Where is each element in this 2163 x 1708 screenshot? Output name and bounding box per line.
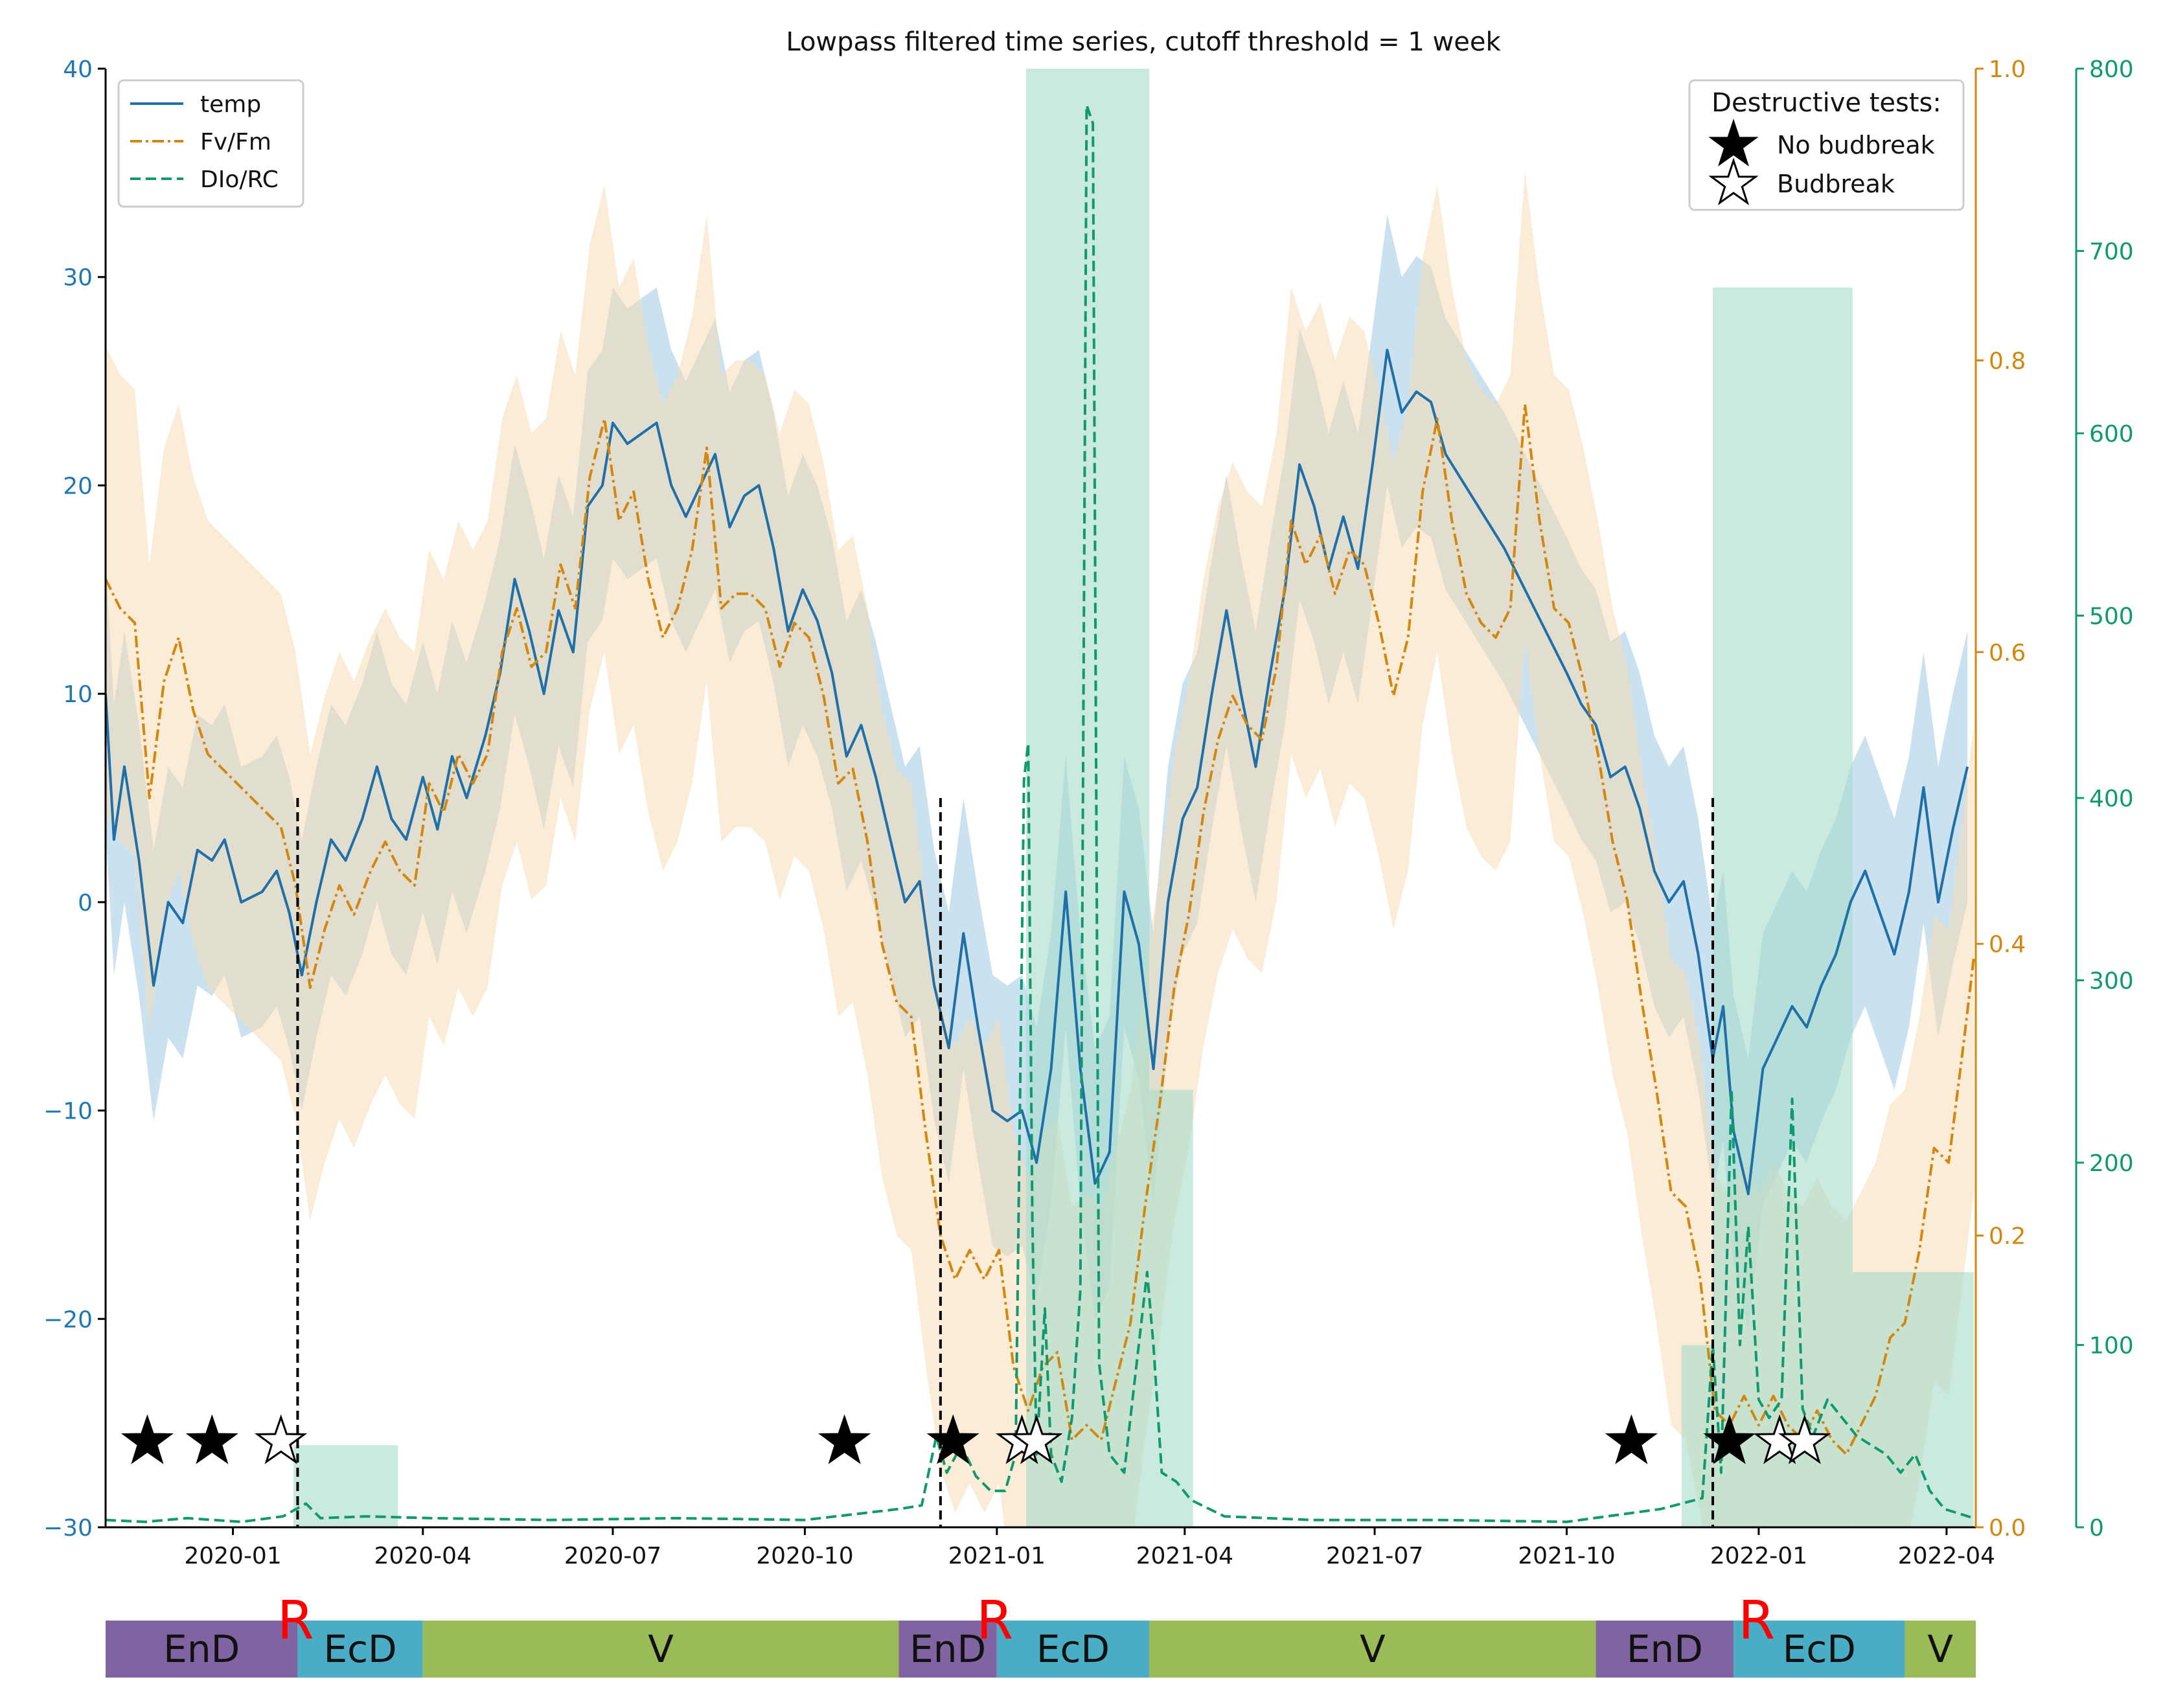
x-tick-label: 2021-01 xyxy=(948,1543,1046,1569)
star-marker-no-budbreak xyxy=(1703,1414,1756,1464)
phase-segment-ecd xyxy=(297,1621,423,1678)
phase-label: V xyxy=(648,1627,674,1671)
dioc-shade-span xyxy=(1149,1089,1193,1527)
x-tick-label: 2021-04 xyxy=(1136,1543,1233,1569)
phase-segment-v xyxy=(1905,1621,1976,1678)
star-marker-budbreak xyxy=(255,1414,308,1464)
phase-label: V xyxy=(1360,1627,1386,1671)
phase-segment-v xyxy=(1149,1621,1596,1678)
phase-label: EcD xyxy=(1783,1627,1856,1671)
left-tick-label: 40 xyxy=(63,56,93,83)
legend-frame xyxy=(117,79,304,208)
dioc-shade-span xyxy=(1852,1271,1974,1527)
x-tick-label: 2020-07 xyxy=(564,1543,661,1569)
outer-right-tick-label: 600 xyxy=(2089,421,2134,448)
x-tick-label: 2022-01 xyxy=(1710,1543,1807,1569)
marker-legend-label: No budbreak xyxy=(1777,131,1935,159)
dioc-shade-span xyxy=(293,1445,398,1527)
right-tick-label: 0.4 xyxy=(1989,931,2026,958)
phase-bar: EnD EcD V EnD EcD V EnD EcD V R R R xyxy=(106,1590,1976,1678)
right-tick-label: 0.0 xyxy=(1989,1515,2026,1542)
axes-layer: −30 −20 −10 0 10 20 30 40 0.0 0.2 0.4 0.6 0.8 1.0 0 100… xyxy=(43,56,2134,1569)
marker-legend-frame xyxy=(1688,79,1965,211)
x-tick-label: 2021-07 xyxy=(1326,1543,1423,1569)
outer-right-tick-label: 0 xyxy=(2089,1515,2104,1542)
series-line-fvfm xyxy=(106,403,1975,1456)
right-tick-label: 0.2 xyxy=(1989,1224,2026,1250)
legend-label: DIo/RC xyxy=(200,166,279,193)
series-line-diorc xyxy=(106,104,1974,1523)
marker-legend-title: Destructive tests: xyxy=(1711,88,1941,118)
x-tick-label: 2020-10 xyxy=(756,1543,853,1569)
legend-star-filled xyxy=(1708,119,1759,166)
phase-segment-end xyxy=(106,1621,298,1678)
band-fvfm xyxy=(106,170,1974,1527)
phase-segment-end xyxy=(1596,1621,1734,1678)
legend-label: temp xyxy=(200,91,261,118)
bands-layer xyxy=(106,170,1974,1527)
r-marker: R xyxy=(976,1590,1013,1652)
phase-label: EnD xyxy=(1627,1627,1703,1671)
series-line-temp xyxy=(106,348,1969,1196)
phase-label: EcD xyxy=(1036,1627,1110,1671)
marker-legend-label: Budbreak xyxy=(1777,170,1895,198)
phase-label: EcD xyxy=(323,1627,396,1671)
left-tick-label: 30 xyxy=(63,265,93,291)
left-tick-label: 20 xyxy=(63,473,93,499)
phase-label: EnD xyxy=(163,1627,240,1671)
left-tick-label: −30 xyxy=(43,1515,93,1542)
right-tick-label: 1.0 xyxy=(1989,56,2026,83)
x-tick-label: 2021-10 xyxy=(1518,1543,1615,1569)
left-tick-label: −10 xyxy=(43,1099,93,1125)
markers-layer xyxy=(120,1414,1831,1464)
outer-right-tick-label: 400 xyxy=(2089,786,2134,812)
chart-title: Lowpass filtered time series, cutoff thr… xyxy=(786,27,1501,57)
phase-segment-ecd xyxy=(996,1621,1150,1678)
right-tick-label: 0.6 xyxy=(1989,640,2026,666)
star-marker-budbreak xyxy=(1010,1414,1063,1464)
r-marker: R xyxy=(1738,1590,1775,1652)
right-tick-label: 0.8 xyxy=(1989,348,2026,374)
outer-right-tick-label: 500 xyxy=(2089,604,2134,630)
star-marker-no-budbreak xyxy=(120,1414,174,1464)
star-marker-budbreak xyxy=(1778,1414,1831,1464)
outer-right-tick-label: 800 xyxy=(2089,56,2134,83)
left-tick-label: 10 xyxy=(63,681,93,708)
phase-label: V xyxy=(1927,1627,1953,1671)
x-tick-label: 2020-04 xyxy=(374,1543,472,1569)
dioc-shade-span xyxy=(1713,287,1853,1527)
outer-right-tick-label: 700 xyxy=(2089,239,2134,266)
left-tick-label: 0 xyxy=(78,890,93,917)
outer-right-tick-label: 300 xyxy=(2089,968,2134,995)
x-tick-label: 2022-04 xyxy=(1898,1543,1995,1569)
phase-segment-end xyxy=(898,1621,997,1678)
star-marker-no-budbreak xyxy=(818,1414,871,1464)
outer-right-tick-label: 100 xyxy=(2089,1333,2134,1360)
vlines-layer xyxy=(296,798,1715,1527)
star-marker-no-budbreak xyxy=(1605,1414,1658,1464)
legend: temp Fv/Fm DIo/RC xyxy=(117,79,304,208)
legend-label: Fv/Fm xyxy=(200,129,271,155)
dioc-shade-span xyxy=(1025,69,1150,1527)
series-layer xyxy=(106,104,1975,1523)
left-tick-label: −20 xyxy=(43,1306,93,1333)
r-marker: R xyxy=(277,1590,314,1652)
phase-segment-ecd xyxy=(1734,1621,1905,1678)
star-marker-no-budbreak xyxy=(926,1414,979,1464)
marker-legend: Destructive tests: No budbreak Budbreak xyxy=(1688,79,1965,211)
legend-star-open xyxy=(1708,157,1759,205)
phase-label: EnD xyxy=(910,1627,986,1671)
x-tick-label: 2020-01 xyxy=(184,1543,281,1569)
star-marker-no-budbreak xyxy=(185,1414,238,1464)
phase-segment-v xyxy=(422,1621,899,1678)
outer-right-tick-label: 200 xyxy=(2089,1150,2134,1177)
